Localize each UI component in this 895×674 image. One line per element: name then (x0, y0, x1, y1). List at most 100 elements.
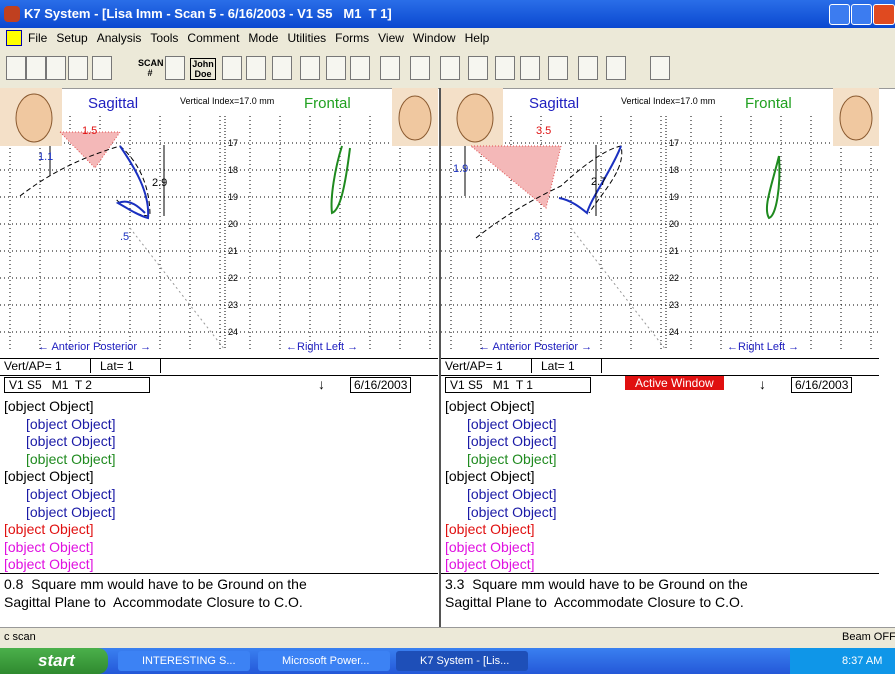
result-line: [object Object] (445, 539, 535, 555)
menu-item[interactable]: Tools (150, 31, 178, 45)
sagittal-trace (118, 146, 148, 218)
toolbar-button[interactable] (650, 56, 670, 80)
result-line: [object Object] (26, 504, 116, 520)
toolbar-button[interactable] (26, 56, 46, 80)
task-label[interactable]: INTERESTING S... (142, 655, 236, 667)
toolbar-button[interactable] (300, 56, 320, 80)
scan-id: V1 S5 M1 T 2 (4, 377, 150, 393)
toolbar-patient[interactable]: John Doe (190, 58, 216, 80)
result-line: [object Object] (4, 556, 94, 572)
toolbar-button[interactable] (606, 56, 626, 80)
toolbar-button[interactable] (440, 56, 460, 80)
toolbar-button[interactable] (548, 56, 568, 80)
arrow: ↓ (318, 376, 325, 392)
status-left: c scan (4, 631, 36, 643)
toolbar-button[interactable] (246, 56, 266, 80)
lat-axis-label: ←Right Left → (727, 341, 799, 353)
close-button[interactable] (873, 4, 895, 25)
toolbar-button[interactable] (350, 56, 370, 80)
result-line: [object Object] (467, 486, 557, 502)
toolbar-button[interactable] (380, 56, 400, 80)
lat: Lat= 1 (541, 359, 602, 373)
app-icon (4, 6, 20, 22)
task-label[interactable]: Microsoft Power... (282, 655, 369, 667)
scale-label: 17 (228, 138, 238, 148)
measure-label: 1.9 (453, 163, 468, 175)
ap-axis-label: ← Anterior Posterior → (38, 341, 151, 353)
result-line: [object Object] (467, 416, 557, 432)
toolbar-button[interactable] (326, 56, 346, 80)
toolbar-button[interactable] (165, 56, 185, 80)
vertical-index: Vertical Index=17.0 mm (180, 96, 274, 106)
note-line: 0.8 Square mm would have to be Ground on… (4, 576, 307, 592)
menu-item[interactable]: Forms (335, 31, 369, 45)
sagittal-label: Sagittal (529, 95, 579, 112)
toolbar-button[interactable] (495, 56, 515, 80)
scale-label: 22 (228, 273, 238, 283)
menu-item[interactable]: Setup (56, 31, 87, 45)
menu-item[interactable]: Window (413, 31, 456, 45)
scale-label: 24 (228, 327, 238, 337)
toolbar-button[interactable] (410, 56, 430, 80)
toolbar-button[interactable] (468, 56, 488, 80)
toolbar-button[interactable] (92, 56, 112, 80)
menu-item[interactable]: View (378, 31, 404, 45)
result-line: [object Object] (4, 521, 94, 537)
maximize-button[interactable] (851, 4, 872, 25)
scale-label: 21 (228, 246, 238, 256)
sagittal-trace (559, 146, 621, 213)
frontal-trace (332, 146, 350, 213)
scale-label: 18 (228, 165, 238, 175)
result-line: [object Object] (26, 433, 116, 449)
menu-item[interactable]: Analysis (97, 31, 142, 45)
result-line: [object Object] (445, 556, 535, 572)
result-line: [object Object] (26, 486, 116, 502)
toolbar-button[interactable] (6, 56, 26, 80)
task-label[interactable]: K7 System - [Lis... (420, 655, 509, 667)
overlap-area (60, 132, 120, 168)
head-face (399, 96, 431, 140)
scale-label: 20 (669, 219, 679, 229)
toolbar-button[interactable] (222, 56, 242, 80)
scale-label: 23 (669, 300, 679, 310)
result-line: [object Object] (467, 451, 557, 467)
result-line: [object Object] (4, 468, 94, 484)
measure-label: 2.7 (591, 176, 606, 188)
start-label[interactable]: start (38, 651, 75, 671)
menu-item[interactable]: Utilities (287, 31, 326, 45)
frontal-trace (767, 156, 780, 218)
measure-label: .8 (531, 231, 540, 243)
menu-item[interactable]: Comment (187, 31, 239, 45)
scale-label: 20 (228, 219, 238, 229)
vert-ap: Vert/AP= 1 (445, 359, 532, 373)
vertical-index: Vertical Index=17.0 mm (621, 96, 715, 106)
frontal-label: Frontal (745, 95, 792, 112)
toolbar-button[interactable] (578, 56, 598, 80)
toolbar-button[interactable] (272, 56, 292, 80)
lat: Lat= 1 (100, 359, 161, 373)
result-line: [object Object] (467, 504, 557, 520)
result-line: [object Object] (4, 398, 94, 414)
toolbar-button[interactable] (68, 56, 88, 80)
scale-label: 21 (669, 246, 679, 256)
menu-item[interactable]: Mode (248, 31, 278, 45)
minimize-button[interactable] (829, 4, 850, 25)
toolbar-button[interactable] (46, 56, 66, 80)
overlap-area (471, 146, 561, 208)
head-face (16, 94, 52, 142)
note-line: Sagittal Plane to Accommodate Closure to… (4, 594, 303, 610)
measure-label: 1.5 (82, 125, 97, 137)
scale-label: 22 (669, 273, 679, 283)
lat-axis-label: ←Right Left → (286, 341, 358, 353)
toolbar-button[interactable] (520, 56, 540, 80)
scale-label: 19 (669, 192, 679, 202)
toolbar-scan[interactable]: SCAN # (138, 58, 162, 78)
active-window: Active Window (625, 376, 724, 390)
status-right: Beam OFF (842, 631, 895, 643)
menu-item[interactable]: File (28, 31, 47, 45)
scale-label: 19 (228, 192, 238, 202)
screen: K7 System - [Lisa Imm - Scan 5 - 6/16/20… (0, 0, 895, 674)
date: 6/16/2003 (791, 377, 852, 393)
menu-item[interactable]: Help (465, 31, 490, 45)
